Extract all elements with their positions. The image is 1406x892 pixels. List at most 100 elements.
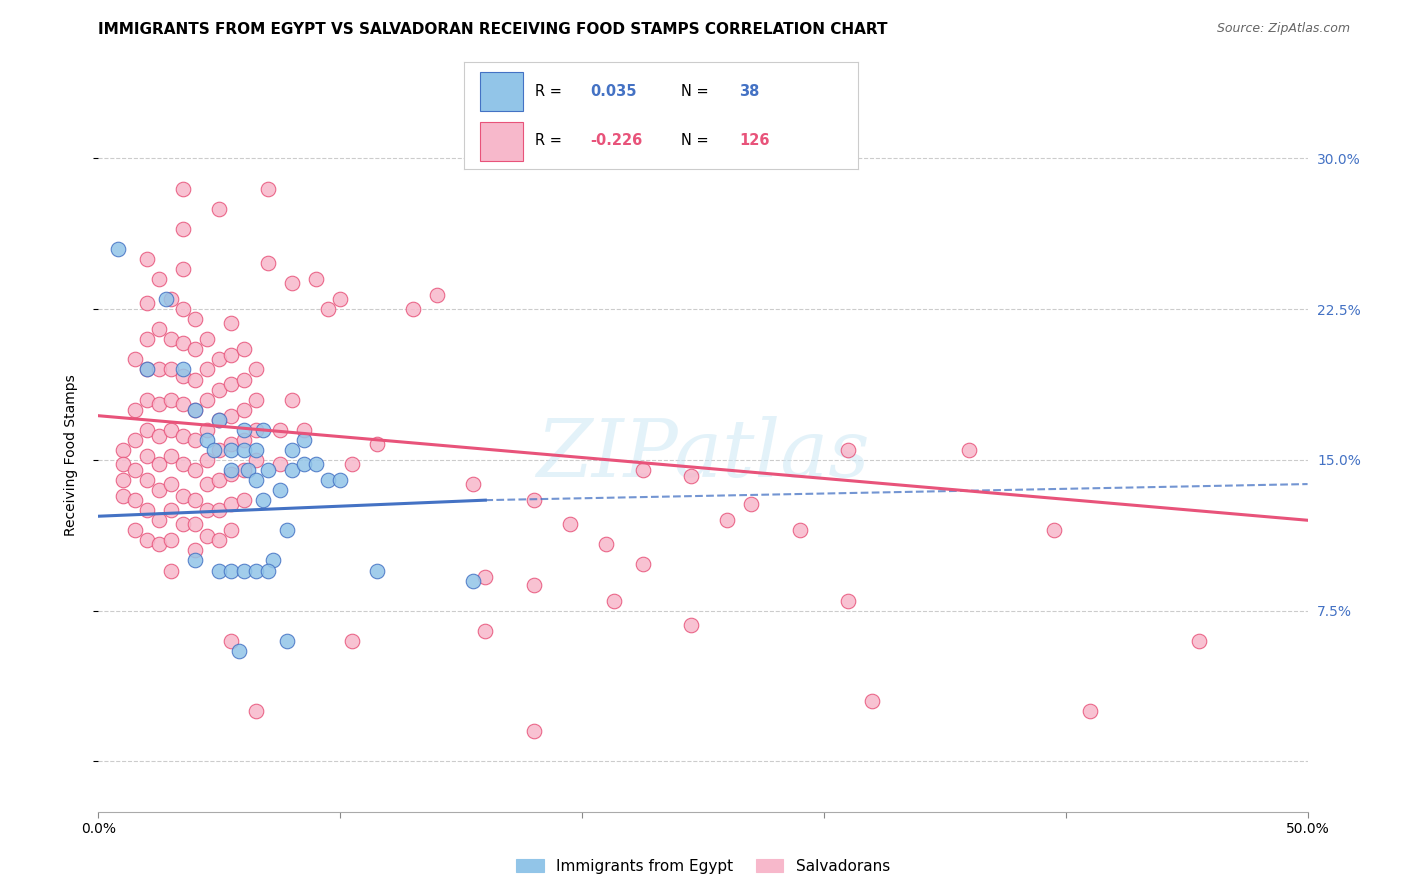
Point: [837, 593, 859, 607]
Point: [256, 564, 278, 578]
Point: [208, 383, 231, 397]
Point: [184, 343, 207, 357]
Point: [269, 483, 291, 497]
Point: [232, 493, 254, 508]
Point: [221, 467, 243, 481]
Point: [195, 453, 218, 467]
Point: [281, 276, 304, 290]
Point: [256, 181, 278, 195]
Point: [172, 368, 194, 383]
Point: [716, 513, 738, 527]
Point: [316, 302, 339, 317]
Point: [232, 442, 254, 457]
Point: [148, 429, 170, 443]
Text: 0.035: 0.035: [591, 84, 637, 99]
Point: [860, 694, 883, 708]
Point: [276, 633, 298, 648]
Point: [957, 442, 980, 457]
Point: [135, 503, 157, 517]
Point: [232, 463, 254, 477]
Point: [135, 362, 157, 376]
Point: [208, 352, 231, 367]
Point: [160, 362, 183, 376]
Point: [523, 577, 546, 591]
Point: [184, 312, 207, 326]
Point: [837, 442, 859, 457]
Point: [245, 442, 267, 457]
Point: [238, 463, 260, 477]
Point: [316, 473, 339, 487]
Point: [342, 457, 364, 471]
Point: [221, 524, 243, 538]
Point: [195, 503, 218, 517]
Point: [366, 564, 388, 578]
Point: [208, 564, 231, 578]
FancyBboxPatch shape: [479, 122, 523, 161]
Point: [426, 288, 449, 302]
Text: R =: R =: [534, 133, 562, 148]
Point: [172, 262, 194, 277]
Point: [789, 524, 811, 538]
Point: [111, 442, 134, 457]
Point: [292, 423, 315, 437]
Point: [262, 553, 284, 567]
Point: [160, 292, 183, 306]
Point: [329, 292, 352, 306]
Point: [228, 644, 250, 658]
Point: [208, 533, 231, 548]
Point: [135, 362, 157, 376]
Point: [184, 402, 207, 417]
Point: [245, 453, 267, 467]
Point: [281, 442, 304, 457]
Point: [135, 252, 157, 266]
Point: [148, 483, 170, 497]
Point: [232, 564, 254, 578]
Point: [221, 437, 243, 451]
Text: N =: N =: [681, 84, 709, 99]
Point: [281, 392, 304, 407]
Point: [135, 449, 157, 463]
Point: [523, 493, 546, 508]
Point: [111, 473, 134, 487]
Point: [124, 524, 146, 538]
Point: [1078, 704, 1101, 718]
Text: ZIPatlas: ZIPatlas: [536, 417, 870, 493]
Point: [160, 503, 183, 517]
Point: [135, 533, 157, 548]
Point: [124, 402, 146, 417]
Point: [204, 442, 226, 457]
Point: [184, 493, 207, 508]
Point: [107, 242, 129, 256]
Point: [160, 477, 183, 491]
Point: [269, 457, 291, 471]
Point: [172, 457, 194, 471]
Point: [221, 316, 243, 330]
Point: [679, 617, 702, 632]
Point: [184, 517, 207, 532]
Point: [195, 477, 218, 491]
Point: [305, 457, 328, 471]
Point: [195, 529, 218, 543]
Point: [366, 437, 388, 451]
Point: [305, 272, 328, 286]
Point: [160, 423, 183, 437]
Point: [172, 429, 194, 443]
Point: [135, 332, 157, 346]
Point: [256, 256, 278, 270]
Point: [135, 423, 157, 437]
Point: [232, 372, 254, 386]
Text: R =: R =: [534, 84, 562, 99]
Point: [160, 332, 183, 346]
Point: [631, 558, 654, 572]
Point: [740, 497, 762, 511]
Point: [232, 423, 254, 437]
Point: [474, 624, 496, 638]
Point: [124, 493, 146, 508]
Point: [221, 376, 243, 391]
Point: [463, 477, 485, 491]
Point: [245, 564, 267, 578]
Point: [111, 457, 134, 471]
Point: [208, 442, 231, 457]
Point: [221, 497, 243, 511]
Text: IMMIGRANTS FROM EGYPT VS SALVADORAN RECEIVING FOOD STAMPS CORRELATION CHART: IMMIGRANTS FROM EGYPT VS SALVADORAN RECE…: [98, 22, 889, 37]
